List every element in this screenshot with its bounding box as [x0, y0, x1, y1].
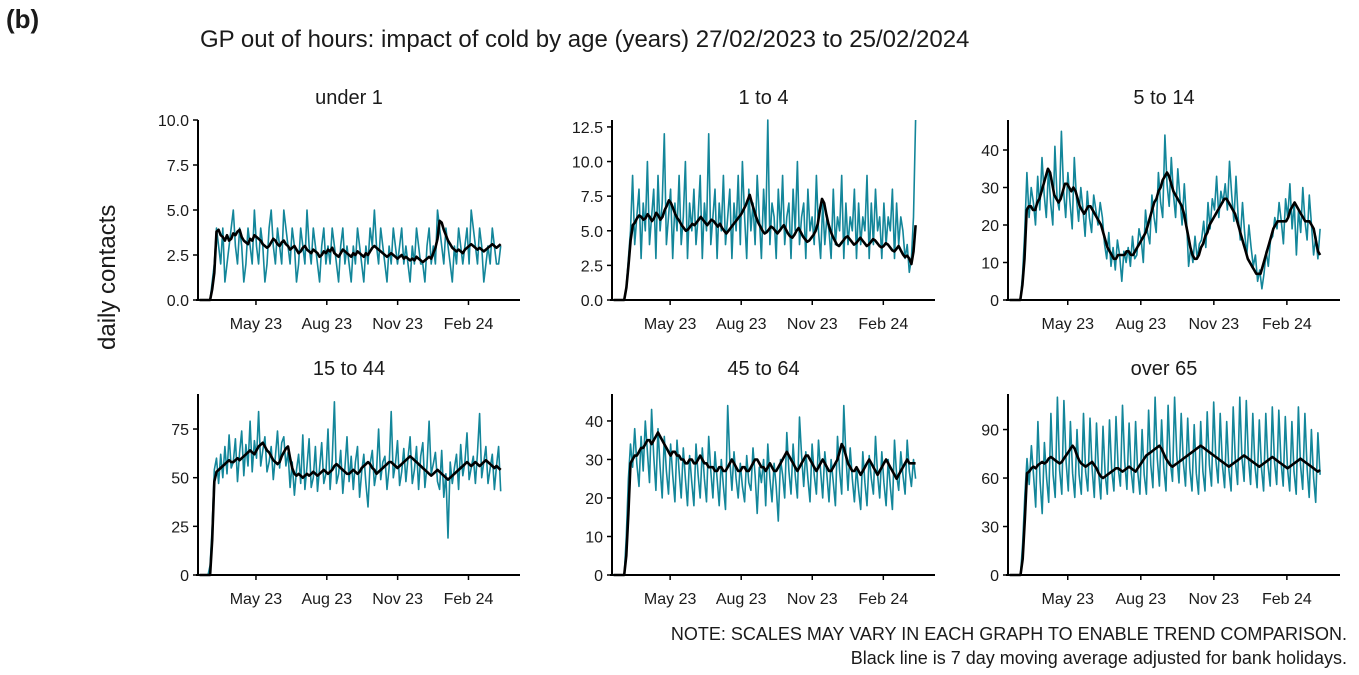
chart-panel: 1 to 4 0.0 2.5 5.0 7.5 10.0 12.5 May 23 Aug 23 No… [572, 87, 935, 333]
x-tick-label: Feb 24 [1262, 591, 1312, 608]
y-tick-label: 25 [171, 519, 189, 536]
panel-title: 1 to 4 [738, 87, 788, 109]
chart-panel: over 65 0 30 60 90 May 23 Aug 23 Nov 23 Feb 24 [981, 358, 1340, 608]
chart-panel: 15 to 44 0 25 50 75 May 23 Aug 23 Nov 23 Feb 24 [171, 358, 520, 608]
y-tick-label: 30 [585, 452, 603, 469]
x-tick-label: Nov 23 [787, 316, 838, 333]
x-tick-label: Nov 23 [787, 591, 838, 608]
y-tick-label: 5.0 [167, 203, 189, 220]
daily-contacts-line [613, 404, 917, 576]
x-tick-label: Feb 24 [444, 591, 494, 608]
moving-average-line [1009, 167, 1322, 302]
y-tick-label: 10.0 [572, 155, 603, 172]
x-tick-label: Feb 24 [858, 591, 908, 608]
y-tick-label: 10 [981, 256, 999, 273]
y-tick-label: 30 [981, 520, 999, 537]
x-tick-label: Aug 23 [716, 316, 767, 333]
y-tick-label: 10.0 [158, 113, 189, 130]
x-tick-label: Feb 24 [1262, 316, 1312, 333]
note-line-1: NOTE: SCALES MAY VARY IN EACH GRAPH TO E… [670, 624, 1347, 644]
panel-title: 15 to 44 [313, 358, 385, 380]
x-tick-label: May 23 [1042, 316, 1095, 333]
y-tick-label: 0 [990, 293, 999, 310]
panel-label: (b) [6, 4, 40, 34]
x-tick-label: Aug 23 [301, 316, 352, 333]
y-tick-label: 2.5 [167, 248, 189, 265]
y-tick-label: 30 [981, 181, 999, 198]
moving-average-line [613, 193, 917, 302]
y-tick-label: 0.0 [581, 293, 603, 310]
y-tick-label: 10 [585, 529, 603, 546]
daily-contacts-line [1009, 130, 1321, 301]
y-tick-label: 7.5 [167, 158, 189, 175]
x-tick-label: Aug 23 [716, 591, 767, 608]
daily-contacts-line [199, 400, 502, 576]
moving-average-line [613, 431, 916, 577]
x-tick-label: May 23 [230, 316, 283, 333]
y-tick-label: 7.5 [581, 189, 603, 206]
note-line-2: Black line is 7 day moving average adjus… [850, 648, 1347, 668]
y-tick-label: 5.0 [581, 224, 603, 241]
daily-contacts-line [1009, 396, 1321, 576]
x-tick-label: Aug 23 [1115, 591, 1166, 608]
x-tick-label: May 23 [644, 591, 697, 608]
x-tick-label: Aug 23 [1115, 316, 1166, 333]
chart-panel: under 1 0.0 2.5 5.0 7.5 10.0 May 23 Aug 23 Nov 2… [158, 87, 520, 333]
x-tick-label: Nov 23 [372, 316, 423, 333]
y-tick-label: 20 [585, 491, 603, 508]
y-tick-label: 90 [981, 423, 999, 440]
y-tick-label: 60 [981, 471, 999, 488]
y-tick-label: 2.5 [581, 258, 603, 275]
panel-title: over 65 [1131, 358, 1198, 380]
y-tick-label: 0 [990, 568, 999, 585]
y-tick-label: 50 [171, 471, 189, 488]
x-tick-label: Feb 24 [858, 316, 908, 333]
panel-title: 5 to 14 [1133, 87, 1194, 109]
y-tick-label: 40 [585, 414, 603, 431]
y-tick-label: 0 [594, 568, 603, 585]
moving-average-line [199, 441, 502, 577]
chart-title: GP out of hours: impact of cold by age (… [200, 26, 970, 53]
chart-panel: 45 to 64 0 10 20 30 40 May 23 Aug 23 Nov 23 Feb 2… [585, 358, 935, 608]
y-tick-label: 0 [180, 568, 189, 585]
y-tick-label: 40 [981, 143, 999, 160]
panel-title: 45 to 64 [727, 358, 799, 380]
x-tick-label: May 23 [644, 316, 697, 333]
x-tick-label: May 23 [1042, 591, 1095, 608]
x-tick-label: Aug 23 [301, 591, 352, 608]
panel-title: under 1 [315, 87, 383, 109]
daily-contacts-line [613, 119, 917, 301]
y-tick-label: 0.0 [167, 293, 189, 310]
chart-panel: 5 to 14 0 10 20 30 40 May 23 Aug 23 Nov 23 Feb 24 [981, 87, 1340, 333]
x-tick-label: Nov 23 [372, 591, 423, 608]
y-tick-label: 12.5 [572, 120, 603, 137]
x-tick-label: Nov 23 [1188, 316, 1239, 333]
x-tick-label: Nov 23 [1188, 591, 1239, 608]
moving-average-line [199, 219, 502, 302]
x-tick-label: May 23 [230, 591, 283, 608]
y-tick-label: 75 [171, 422, 189, 439]
y-tick-label: 20 [981, 218, 999, 235]
chart-note: NOTE: SCALES MAY VARY IN EACH GRAPH TO E… [671, 622, 1347, 670]
moving-average-line [1009, 444, 1321, 577]
x-tick-label: Feb 24 [444, 316, 494, 333]
